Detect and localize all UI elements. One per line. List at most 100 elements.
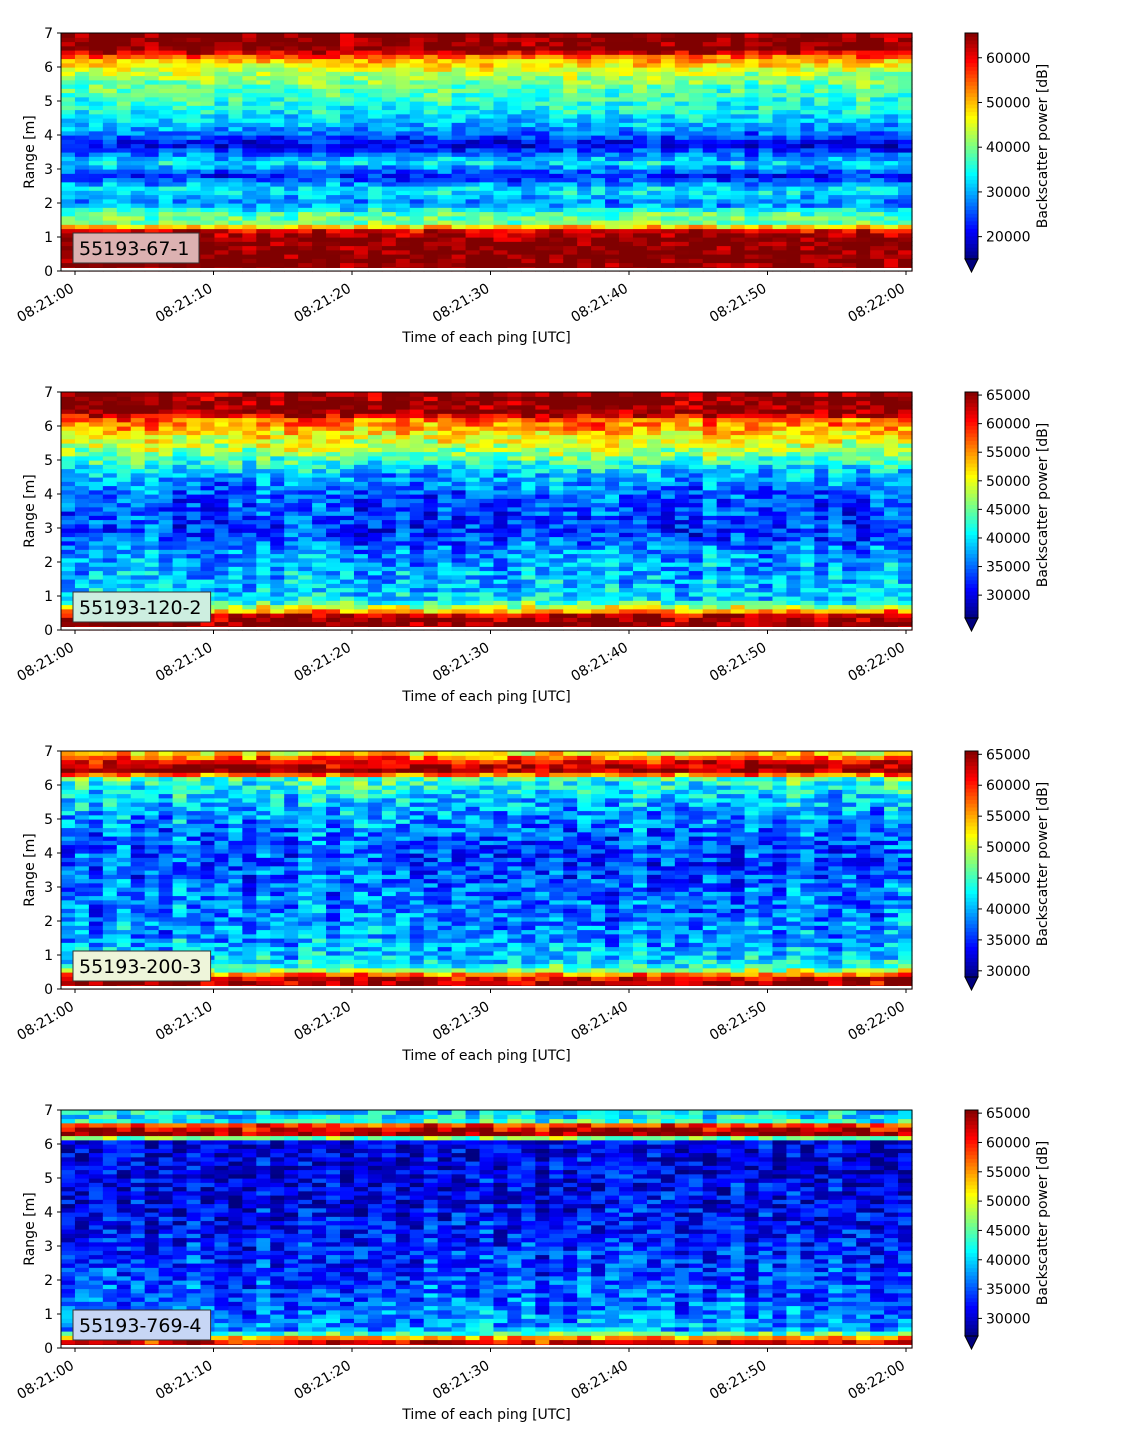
heatmap-cell <box>256 472 271 478</box>
heatmap-cell <box>214 621 230 627</box>
heatmap-cell <box>298 135 313 140</box>
heatmap-cell <box>326 139 341 145</box>
heatmap-cell <box>660 164 676 170</box>
heatmap-cell <box>74 438 90 444</box>
heatmap-cell <box>284 143 299 149</box>
heatmap-cell <box>116 579 132 584</box>
heatmap-cell <box>507 101 522 106</box>
heatmap-cell <box>116 262 132 268</box>
heatmap-cell <box>102 169 118 174</box>
heatmap-cell <box>381 532 397 538</box>
heatmap-cell <box>381 96 397 102</box>
heatmap-cell <box>800 190 815 196</box>
heatmap-cell <box>605 237 620 242</box>
heatmap-cell <box>605 84 620 89</box>
heatmap-cell <box>326 62 341 68</box>
heatmap-cell <box>242 105 257 111</box>
heatmap-cell <box>186 523 202 529</box>
heatmap-cell <box>535 220 550 225</box>
heatmap-cell <box>646 258 662 264</box>
heatmap-cell <box>256 600 271 606</box>
heatmap-cell <box>479 203 495 208</box>
heatmap-cell <box>381 413 397 419</box>
heatmap-cell <box>353 45 369 51</box>
heatmap-cell <box>744 262 760 268</box>
heatmap-cell <box>284 118 299 123</box>
heatmap-cell <box>744 254 760 259</box>
heatmap-cell <box>381 447 397 453</box>
heatmap-cell <box>800 62 815 68</box>
heatmap-cell <box>367 570 383 576</box>
heatmap-cell <box>395 557 411 563</box>
heatmap-cell <box>186 438 202 444</box>
heatmap-cell <box>214 451 230 457</box>
heatmap-cell <box>130 190 146 196</box>
heatmap-cell <box>507 130 522 136</box>
heatmap-cell <box>186 54 202 60</box>
heatmap-cell <box>158 562 174 567</box>
heatmap-cell <box>856 101 871 106</box>
heatmap-cell <box>619 33 634 38</box>
heatmap-cell <box>591 54 606 60</box>
heatmap-cell <box>102 574 118 580</box>
heatmap-cell <box>61 207 76 213</box>
heatmap-cell <box>214 194 230 200</box>
heatmap-cell <box>326 396 341 402</box>
heatmap-cell <box>772 173 788 179</box>
heatmap-cell <box>409 621 425 627</box>
heatmap-cell <box>814 203 829 208</box>
heatmap-cell <box>270 421 285 427</box>
heatmap-cell <box>312 519 327 525</box>
heatmap-cell <box>688 88 704 94</box>
heatmap-cell <box>549 190 564 196</box>
heatmap-cell <box>493 207 509 213</box>
heatmap-cell <box>144 438 160 444</box>
heatmap-cell <box>242 498 257 504</box>
heatmap-cell <box>312 447 327 453</box>
heatmap-cell <box>479 181 495 187</box>
heatmap-cell <box>158 621 174 627</box>
heatmap-cell <box>563 41 578 47</box>
heatmap-cell <box>856 258 871 264</box>
heatmap-cell <box>367 464 383 470</box>
heatmap-cell <box>88 502 104 508</box>
heatmap-cell <box>465 241 481 247</box>
heatmap-cell <box>702 88 718 94</box>
heatmap-cell <box>130 553 146 559</box>
heatmap-cell <box>158 194 174 200</box>
heatmap-cell <box>395 574 411 580</box>
heatmap-cell <box>186 579 202 584</box>
heatmap-cell <box>730 67 746 72</box>
heatmap-cell <box>312 511 327 516</box>
heatmap-cell <box>270 511 285 516</box>
heatmap-cell <box>242 621 257 627</box>
heatmap-cell <box>256 215 271 221</box>
heatmap-cell <box>144 101 160 106</box>
heatmap-cell <box>856 62 871 68</box>
heatmap-cell <box>158 417 174 423</box>
heatmap-cell <box>102 570 118 576</box>
heatmap-cell <box>605 135 620 140</box>
heatmap-cell <box>381 489 397 495</box>
heatmap-cell <box>200 215 216 221</box>
heatmap-cell <box>200 160 216 166</box>
heatmap-cell <box>563 207 578 213</box>
heatmap-cell <box>256 468 271 474</box>
heatmap-cell <box>814 186 829 191</box>
heatmap-cell <box>772 211 788 217</box>
heatmap-cell <box>409 147 425 153</box>
heatmap-cell <box>130 126 146 132</box>
heatmap-cell <box>814 207 829 213</box>
heatmap-cell <box>74 396 90 402</box>
heatmap-cell <box>381 617 397 623</box>
heatmap-cell <box>758 33 774 38</box>
heatmap-cell <box>61 604 76 610</box>
heatmap-cell <box>186 549 202 555</box>
heatmap-cell <box>744 139 760 145</box>
heatmap-cell <box>646 54 662 60</box>
heatmap-cell <box>200 190 216 196</box>
heatmap-cell <box>632 101 648 106</box>
heatmap-cell <box>870 194 885 200</box>
heatmap-cell <box>144 430 160 436</box>
heatmap-cell <box>409 224 425 230</box>
